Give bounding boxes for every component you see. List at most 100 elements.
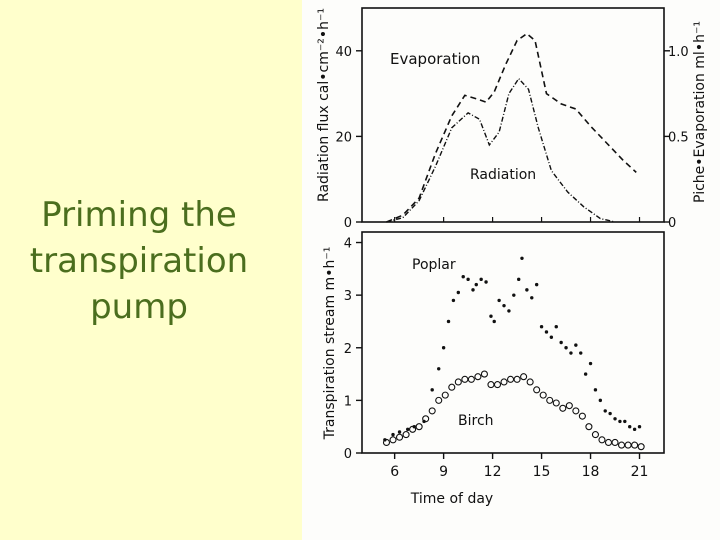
birch-point	[389, 436, 397, 444]
poplar-point	[559, 340, 563, 345]
birch-point	[552, 399, 560, 407]
birch-point	[591, 431, 599, 439]
poplar-point	[579, 351, 583, 355]
poplar-point	[637, 424, 642, 429]
birch-point	[487, 381, 495, 389]
poplar-point	[628, 424, 632, 429]
x-tick-label: 15	[533, 464, 551, 480]
top-right-tick-label: 1.0	[668, 45, 689, 60]
poplar-point	[474, 282, 478, 287]
bottom-y-axis-title: Transpiration stream m•h⁻¹	[322, 247, 338, 441]
x-tick-label: 6	[390, 464, 399, 480]
series-label-radiation: Radiation	[470, 167, 536, 183]
birch-point	[539, 391, 547, 399]
top-left-tick-label: 40	[335, 45, 352, 60]
top-left-axis-title: Radiation flux cal•cm⁻²•h⁻¹	[316, 8, 332, 202]
slide-title-line-1: Priming the	[41, 195, 237, 235]
top-left-tick-label: 0	[344, 216, 352, 231]
poplar-point	[471, 288, 475, 292]
birch-point	[631, 441, 639, 449]
top-panel-frame	[361, 7, 665, 223]
poplar-point	[549, 335, 554, 339]
poplar-point	[603, 409, 607, 413]
birch-point	[598, 436, 606, 444]
x-tick-label: 21	[631, 464, 649, 480]
x-axis-title: Time of day	[410, 491, 493, 507]
poplar-point	[632, 427, 637, 432]
series-label-evaporation: Evaporation	[390, 50, 480, 68]
poplar-point	[397, 430, 402, 434]
poplar-point	[517, 277, 521, 282]
poplar-point	[608, 411, 612, 416]
poplar-point	[391, 432, 395, 437]
poplar-point	[613, 417, 617, 421]
poplar-point	[564, 346, 568, 350]
top-right-tick-label: 0	[668, 216, 676, 231]
birch-point	[624, 441, 632, 449]
poplar-point	[554, 325, 558, 329]
birch-point	[461, 375, 469, 383]
poplar-point	[430, 388, 434, 392]
birch-point	[637, 443, 645, 451]
poplar-point	[441, 346, 446, 350]
poplar-point	[437, 367, 441, 371]
bottom-panel-frame	[361, 231, 665, 454]
bottom-y-tick-label: 4	[344, 237, 352, 252]
poplar-point	[539, 325, 544, 329]
birch-point	[520, 373, 528, 381]
poplar-point	[598, 398, 603, 403]
birch-point	[395, 433, 404, 441]
x-tick-label: 12	[484, 464, 502, 480]
birch-point	[382, 438, 391, 447]
birch-point	[402, 431, 410, 439]
birch-point	[467, 375, 475, 383]
series-label-birch: Birch	[458, 413, 494, 429]
poplar-point	[583, 372, 588, 376]
poplar-point	[492, 319, 496, 324]
poplar-point	[446, 319, 451, 324]
birch-point	[435, 396, 443, 404]
birch-point	[415, 423, 423, 431]
top-right-tick-label: 0.5	[668, 130, 689, 145]
poplar-point	[507, 309, 511, 313]
x-tick-label: 9	[439, 464, 448, 480]
birch-point	[565, 402, 573, 410]
birch-point	[513, 375, 521, 383]
bottom-y-tick-label: 1	[344, 394, 352, 409]
poplar-point	[618, 419, 622, 424]
birch-point	[409, 425, 417, 433]
poplar-point	[451, 298, 456, 303]
birch-point	[585, 423, 593, 431]
birch-point	[448, 383, 456, 391]
poplar-point	[456, 290, 461, 295]
birch-point	[578, 412, 586, 420]
poplar-point	[502, 303, 506, 308]
figure-panel: Radiation flux cal•cm⁻²•h⁻¹ Piche•Evapor…	[302, 0, 720, 540]
poplar-point	[479, 277, 483, 282]
birch-point	[454, 378, 462, 386]
birch-point	[546, 396, 554, 404]
poplar-point	[484, 280, 488, 284]
birch-point	[572, 407, 580, 415]
birch-point	[441, 391, 449, 399]
slide-title-line-3: pump	[90, 287, 188, 327]
poplar-point	[461, 275, 465, 279]
birch-point	[533, 386, 541, 394]
poplar-point	[489, 314, 493, 318]
poplar-point	[574, 343, 578, 347]
top-left-tick-label: 20	[335, 130, 352, 145]
slide-title-line-2: transpiration	[29, 241, 249, 281]
radiation-line	[386, 77, 616, 223]
birch-point	[604, 438, 613, 447]
poplar-point	[466, 277, 470, 282]
birch-point	[526, 378, 534, 386]
poplar-point	[525, 288, 529, 292]
poplar-point	[520, 256, 524, 261]
birch-point	[428, 407, 436, 415]
birch-point	[480, 370, 488, 378]
poplar-point	[569, 351, 573, 355]
poplar-point	[623, 419, 627, 424]
bottom-y-tick-label: 2	[344, 342, 352, 357]
poplar-point	[534, 282, 539, 287]
poplar-point	[593, 388, 598, 392]
